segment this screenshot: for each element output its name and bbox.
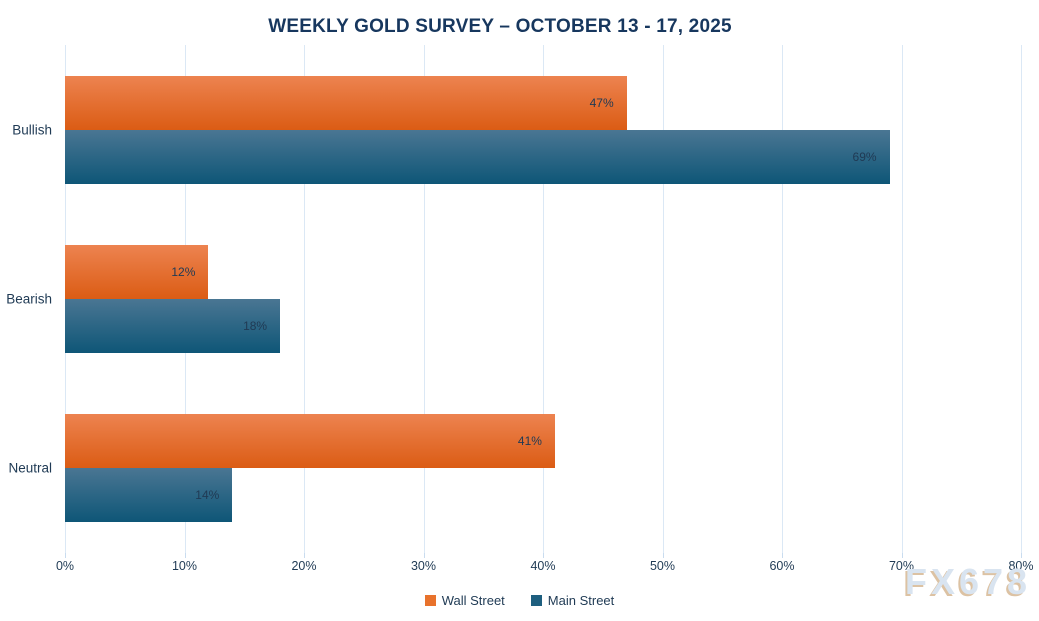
gridline-60- bbox=[782, 45, 783, 553]
gridline-80- bbox=[1021, 45, 1022, 553]
main-street-swatch-icon bbox=[530, 595, 542, 606]
category-label-bullish: Bullish bbox=[12, 122, 52, 138]
chart-title: WEEKLY GOLD SURVEY – OCTOBER 13 - 17, 20… bbox=[268, 16, 732, 37]
x-axis-label-70-: 70% bbox=[888, 559, 915, 573]
value-label-wall-street-bearish: 12% bbox=[171, 265, 196, 279]
wall-street-swatch-icon bbox=[424, 595, 436, 606]
value-label-wall-street-bullish: 47% bbox=[589, 95, 614, 110]
x-axis-label-50-: 50% bbox=[649, 559, 676, 573]
x-tick-30- bbox=[423, 553, 425, 558]
legend-label-wall-street: Wall Street bbox=[441, 593, 505, 608]
chart-legend: Wall Street Main Street bbox=[0, 593, 1039, 608]
bar-main-street-bearish: 18% bbox=[65, 299, 281, 353]
x-axis-label-60-: 60% bbox=[769, 559, 795, 573]
value-label-main-street-neutral: 14% bbox=[195, 488, 220, 503]
x-tick-80- bbox=[1021, 553, 1022, 558]
value-label-main-street-bullish: 69% bbox=[852, 149, 877, 164]
x-axis-label-10-: 10% bbox=[171, 559, 198, 573]
plot-area: 0% 10% 20% 30% 40% 50% 60% 70% 80% Bullish 47% 69% B… bbox=[6, 45, 1034, 573]
category-label-neutral: Neutral bbox=[8, 460, 52, 476]
x-axis-label-20-: 20% bbox=[291, 559, 317, 573]
x-axis-label-0-: 0% bbox=[55, 559, 75, 573]
x-tick-10- bbox=[184, 553, 186, 558]
category-label-bearish: Bearish bbox=[6, 291, 52, 307]
value-label-wall-street-neutral: 41% bbox=[517, 434, 542, 449]
x-tick-70- bbox=[901, 553, 903, 558]
x-axis-label-80-: 80% bbox=[1008, 559, 1034, 573]
legend-label-main-street: Main Street bbox=[547, 593, 615, 608]
x-axis-label-30-: 30% bbox=[410, 559, 437, 573]
x-tick-50- bbox=[662, 553, 664, 558]
gridline-30- bbox=[423, 45, 425, 553]
bar-wall-street-bearish: 12% bbox=[65, 245, 209, 299]
x-tick-20- bbox=[304, 553, 305, 558]
bar-main-street-neutral: 14% bbox=[65, 468, 233, 523]
bar-wall-street-neutral: 41% bbox=[65, 414, 555, 469]
bar-main-street-bullish: 69% bbox=[65, 129, 890, 184]
x-tick-60- bbox=[782, 553, 783, 558]
gridline-20- bbox=[304, 45, 305, 553]
x-tick-0- bbox=[65, 553, 66, 558]
gridline-40- bbox=[543, 45, 544, 553]
x-axis-label-40-: 40% bbox=[530, 559, 556, 573]
bar-wall-street-bullish: 47% bbox=[65, 75, 627, 130]
fx678-watermark: FX678 bbox=[905, 561, 1032, 602]
legend-item-main-street: Main Street bbox=[530, 593, 615, 608]
value-label-main-street-bearish: 18% bbox=[243, 319, 268, 333]
gridline-70- bbox=[901, 45, 903, 553]
x-tick-40- bbox=[543, 553, 544, 558]
legend-item-wall-street: Wall Street bbox=[424, 593, 505, 608]
gridline-50- bbox=[662, 45, 664, 553]
